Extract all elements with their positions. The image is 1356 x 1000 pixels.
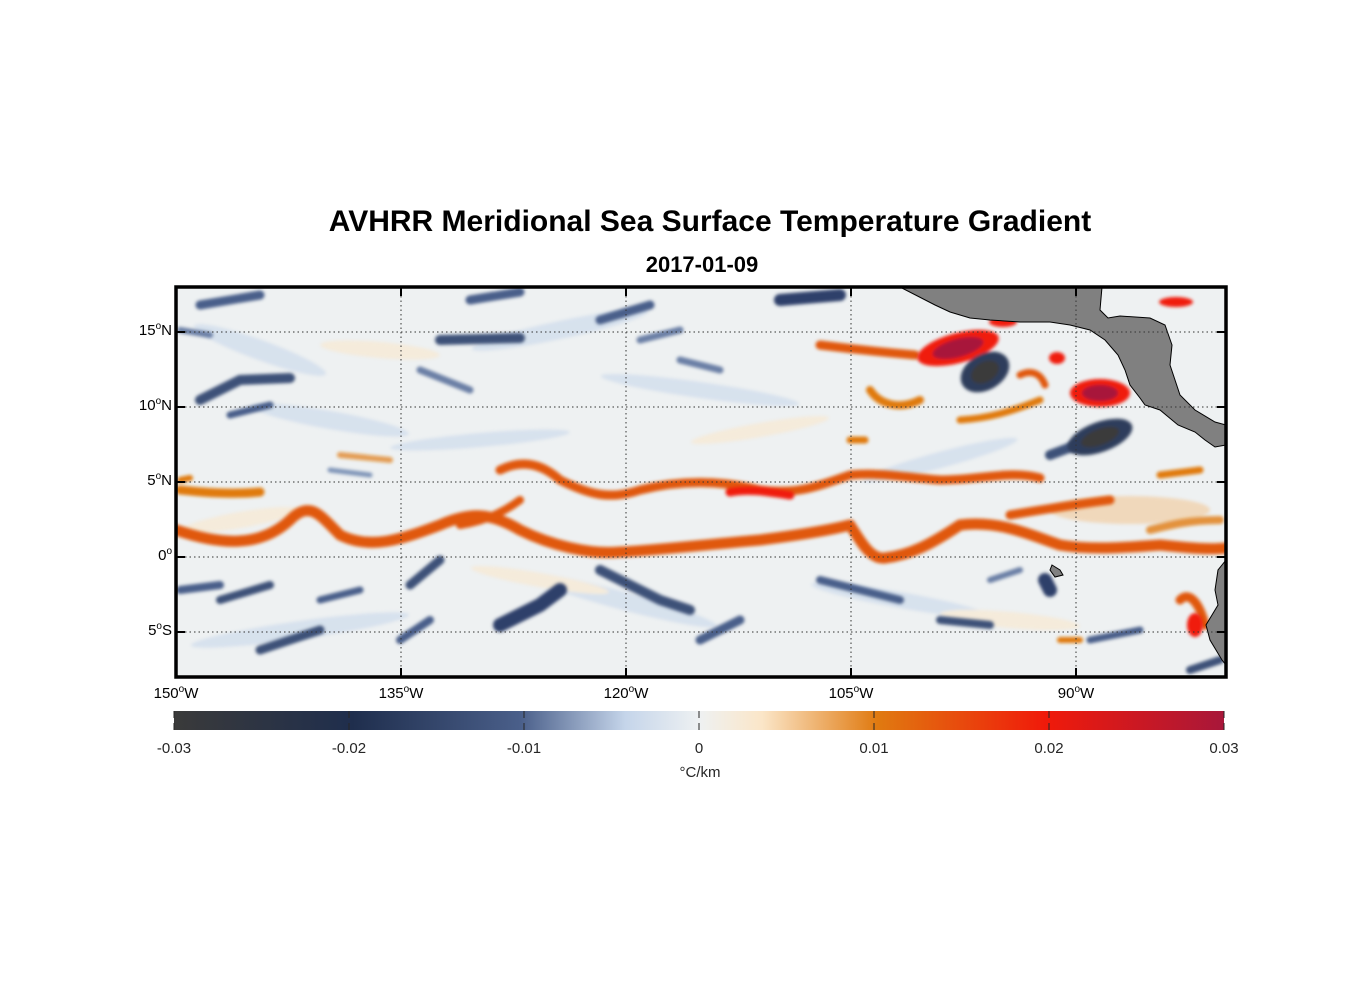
lon-label-120W-hemisphere: W bbox=[634, 685, 649, 702]
lon-label-90W-hemisphere: W bbox=[1080, 685, 1095, 702]
colorbar-label-0.01: 0.01 bbox=[859, 740, 889, 757]
galapagos-islands bbox=[1049, 564, 1064, 578]
lat-label-10N-degree: o bbox=[155, 396, 162, 407]
lat-label-15N-number: 15 bbox=[138, 322, 156, 339]
lat-label-5N: 5oN bbox=[112, 471, 172, 489]
lat-label-0: 0o bbox=[112, 546, 172, 564]
colorbar-label-0: 0 bbox=[694, 740, 704, 757]
lat-label-5S-degree: o bbox=[156, 621, 162, 632]
mexico-land bbox=[899, 287, 1226, 448]
lon-label-90W-degree: o bbox=[1074, 684, 1081, 695]
equatorial-front bbox=[176, 505, 1226, 564]
lon-label-135W: 135oW bbox=[361, 684, 441, 702]
eddy-positive-3 bbox=[1159, 297, 1193, 307]
colorbar-label--0.01: -0.01 bbox=[506, 740, 542, 757]
lat-label-15N-degree: o bbox=[155, 321, 162, 332]
negative-gradient-streaks bbox=[176, 287, 1224, 674]
lon-label-120W-number: 120 bbox=[603, 685, 629, 702]
lon-label-90W-number: 90 bbox=[1057, 685, 1075, 702]
lon-label-90W: 90oW bbox=[1036, 684, 1116, 702]
colorbar-label--0.03: -0.03 bbox=[156, 740, 192, 757]
lon-label-150W: 150oW bbox=[136, 684, 216, 702]
lon-label-105W-number: 105 bbox=[828, 685, 854, 702]
lon-label-150W-degree: o bbox=[178, 684, 185, 695]
lat-label-0-number: 0 bbox=[158, 547, 167, 564]
chart-title: AVHRR Meridional Sea Surface Temperature… bbox=[328, 205, 1092, 238]
lat-label-0-degree: o bbox=[166, 546, 172, 557]
colorbar-unit: °C/km bbox=[679, 764, 721, 781]
lon-label-120W: 120oW bbox=[586, 684, 666, 702]
lat-label-5S: 5oS bbox=[112, 621, 172, 639]
lat-label-5S-number: 5 bbox=[148, 622, 157, 639]
lon-label-135W-hemisphere: W bbox=[409, 685, 424, 702]
lon-label-150W-number: 150 bbox=[153, 685, 179, 702]
lon-label-105W: 105oW bbox=[811, 684, 891, 702]
lat-label-10N-number: 10 bbox=[138, 397, 156, 414]
lat-label-15N: 15oN bbox=[112, 321, 172, 339]
graticule bbox=[176, 287, 1226, 677]
colorbar-label--0.02: -0.02 bbox=[331, 740, 367, 757]
colorbar bbox=[174, 711, 1224, 730]
lat-label-5N-degree: o bbox=[155, 471, 162, 482]
lat-label-5N-hemisphere: N bbox=[161, 472, 172, 489]
lon-label-105W-degree: o bbox=[853, 684, 860, 695]
lon-label-135W-degree: o bbox=[403, 684, 410, 695]
south-america-coast bbox=[1205, 559, 1226, 666]
lon-label-135W-number: 135 bbox=[378, 685, 404, 702]
lat-label-10N-hemisphere: N bbox=[161, 397, 172, 414]
colorbar-label-0.03: 0.03 bbox=[1209, 740, 1239, 757]
coastal-eddies bbox=[917, 297, 1203, 637]
lon-label-150W-hemisphere: W bbox=[184, 685, 199, 702]
axis-ticks bbox=[175, 287, 1226, 677]
chart-subtitle: 2017-01-09 bbox=[645, 252, 759, 277]
positive-gradient-fronts bbox=[176, 340, 1226, 643]
lon-label-120W-degree: o bbox=[628, 684, 635, 695]
lat-label-10N: 10oN bbox=[112, 396, 172, 414]
land-masses bbox=[899, 287, 1226, 666]
lat-label-5S-hemisphere: S bbox=[161, 622, 172, 639]
map-field bbox=[176, 287, 1226, 677]
lat-label-5N-number: 5 bbox=[147, 472, 156, 489]
colorbar-ticks bbox=[173, 711, 1225, 730]
lon-label-105W-hemisphere: W bbox=[859, 685, 874, 702]
colorbar-label-0.02: 0.02 bbox=[1034, 740, 1064, 757]
weak-gradient-texture bbox=[180, 309, 1210, 648]
lat-label-15N-hemisphere: N bbox=[161, 322, 172, 339]
